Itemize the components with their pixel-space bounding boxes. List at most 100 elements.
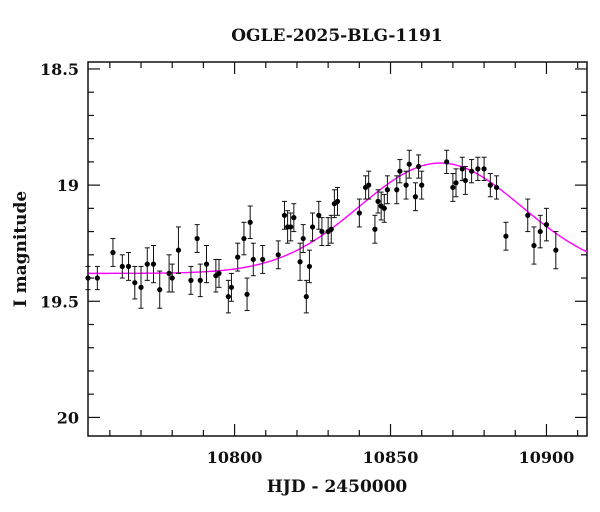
y-tick-label: 19.5 (40, 292, 79, 311)
point-marker (469, 168, 475, 174)
data-point (260, 245, 266, 274)
point-marker (288, 224, 294, 230)
model-layer (88, 162, 588, 275)
data-point (325, 217, 331, 247)
data-point (459, 156, 465, 181)
point-marker (531, 242, 537, 249)
point-marker (188, 277, 194, 283)
x-tick-label: 10800 (207, 448, 263, 467)
point-marker (144, 261, 150, 267)
data-point (281, 200, 288, 230)
data-point (503, 221, 509, 251)
point-marker (110, 249, 116, 256)
data-point (481, 156, 487, 181)
data-point (531, 226, 537, 265)
data-point (412, 182, 419, 212)
data-point (300, 224, 306, 253)
point-marker (250, 256, 256, 263)
point-marker (260, 256, 266, 263)
point-marker (303, 294, 309, 300)
data-point (525, 198, 531, 233)
point-marker (372, 226, 378, 232)
data-point (450, 173, 456, 202)
data-point (487, 173, 493, 198)
point-marker (157, 287, 163, 293)
point-marker (384, 187, 390, 193)
data-point (150, 245, 157, 284)
data-point (415, 154, 422, 179)
point-marker (309, 224, 316, 230)
point-marker (537, 228, 543, 235)
point-marker (297, 259, 303, 265)
data-point (406, 149, 412, 179)
plot-frame (87, 61, 588, 437)
data-point (247, 205, 253, 240)
data-point (216, 258, 222, 288)
y-axis-label: I magnitude (11, 191, 31, 308)
point-marker (403, 182, 409, 188)
data-point (553, 231, 559, 270)
data-point (125, 251, 132, 281)
data-point (384, 175, 390, 205)
point-marker (247, 219, 253, 225)
point-marker (194, 235, 200, 242)
data-point (469, 159, 475, 184)
data-point (228, 272, 235, 302)
point-marker (328, 226, 334, 232)
point-marker (197, 277, 203, 283)
point-marker (166, 270, 172, 276)
point-marker (481, 166, 487, 172)
point-marker (334, 198, 341, 204)
point-marker (406, 161, 412, 167)
data-points (85, 149, 559, 314)
data-point (194, 224, 200, 253)
point-marker (525, 212, 531, 218)
point-marker (216, 270, 222, 276)
point-marker (366, 182, 372, 188)
data-point (309, 212, 316, 242)
point-marker (125, 263, 132, 270)
data-point (297, 242, 303, 281)
data-point (157, 270, 163, 309)
point-marker (138, 284, 144, 290)
point-marker (225, 294, 231, 300)
point-marker (235, 254, 241, 260)
data-point (394, 175, 400, 205)
data-point (366, 170, 372, 200)
data-point (110, 238, 116, 267)
point-marker (169, 275, 175, 281)
point-marker (459, 166, 465, 172)
data-point (197, 263, 203, 298)
data-point (144, 247, 150, 281)
data-point (241, 221, 247, 256)
point-marker (85, 275, 91, 281)
point-marker (493, 184, 500, 191)
point-marker (543, 222, 550, 228)
data-point (275, 240, 281, 270)
y-tick-label: 20 (57, 408, 79, 427)
data-point (537, 214, 543, 249)
data-point (462, 166, 468, 195)
data-point (378, 191, 384, 221)
point-marker (381, 205, 387, 211)
point-marker (244, 291, 250, 297)
point-marker (553, 247, 559, 253)
point-marker (419, 182, 425, 188)
point-marker (397, 168, 403, 174)
point-marker (453, 180, 459, 186)
data-point (306, 249, 313, 284)
point-marker (415, 163, 422, 170)
point-marker (319, 228, 325, 235)
data-point (444, 149, 450, 175)
data-point (235, 242, 241, 272)
data-point (94, 265, 100, 291)
point-marker (356, 210, 362, 216)
point-marker (394, 187, 400, 193)
data-point (316, 200, 322, 230)
point-marker (150, 261, 157, 267)
point-marker (487, 182, 493, 188)
data-point (225, 279, 231, 314)
data-point (138, 265, 144, 309)
point-marker (503, 233, 509, 239)
